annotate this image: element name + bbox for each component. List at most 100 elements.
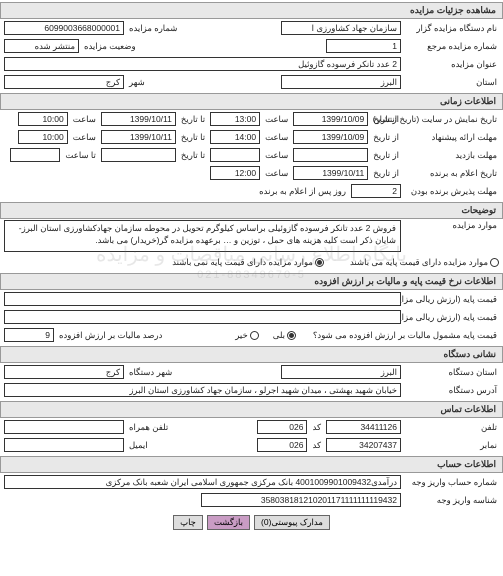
label-fax: نمابر bbox=[404, 440, 499, 451]
field-org-province[interactable]: البرز bbox=[281, 365, 401, 379]
label-email: ایمیل bbox=[127, 440, 150, 451]
field-city[interactable]: کرج bbox=[4, 75, 124, 89]
label-status: وضعیت مزایده bbox=[82, 41, 138, 52]
field-base-count[interactable] bbox=[4, 292, 401, 306]
section-place: نشانی دستگاه bbox=[0, 346, 503, 363]
label-to-2: تا تاریخ bbox=[179, 132, 207, 143]
label-vat-q: قیمت پایه مشمول مالیات بر ارزش افزوده می… bbox=[299, 330, 499, 341]
section-details: مشاهده جزئیات مزایده bbox=[0, 2, 503, 19]
section-time: اطلاعات زمانی bbox=[0, 93, 503, 110]
label-phone-code: کد bbox=[310, 422, 323, 433]
attachments-button[interactable]: مدارک پیوستی(0) bbox=[254, 515, 330, 530]
label-announce: تاریخ اعلام به برنده bbox=[404, 168, 499, 179]
field-site-from-hour[interactable]: 13:00 bbox=[210, 112, 260, 126]
field-deposit-acc[interactable]: درآمدی4001009901009432 بانک مرکزی جمهوری… bbox=[4, 475, 401, 489]
field-auction-no[interactable]: 6099003668000001 bbox=[4, 21, 124, 35]
radio-has-base[interactable]: موارد مزایده دارای قیمت پایه می باشند bbox=[350, 257, 499, 268]
field-title[interactable]: 2 عدد تانکر فرسوده گازوئیل bbox=[4, 57, 401, 71]
field-offer-from-hour[interactable]: 14:00 bbox=[210, 130, 260, 144]
field-mobile[interactable] bbox=[4, 420, 124, 434]
field-status[interactable]: منتشر شده bbox=[4, 39, 79, 53]
label-org-name: نام دستگاه مزایده گزار bbox=[404, 23, 499, 34]
label-province: استان bbox=[404, 77, 499, 88]
field-visit-to-hour[interactable] bbox=[10, 148, 60, 162]
field-visit-to-date[interactable] bbox=[101, 148, 176, 162]
field-phone-code[interactable]: 026 bbox=[257, 420, 307, 434]
label-from-2: از تاریخ bbox=[371, 132, 401, 143]
field-phone[interactable]: 34411126 bbox=[326, 420, 401, 434]
field-offer-to-date[interactable]: 1399/10/11 bbox=[101, 130, 176, 144]
field-org-city[interactable]: کرج bbox=[4, 365, 124, 379]
section-account: اطلاعات حساب bbox=[0, 456, 503, 473]
field-fax[interactable]: 34207437 bbox=[326, 438, 401, 452]
label-hour-6: ساعت bbox=[263, 168, 290, 179]
field-offer-from-date[interactable]: 1399/10/09 bbox=[293, 130, 368, 144]
label-hour-5: ساعت bbox=[263, 150, 290, 161]
radio-icon bbox=[287, 331, 296, 340]
label-vat-rate: درصد مالیات بر ارزش افزوده bbox=[57, 330, 164, 341]
label-city: شهر bbox=[127, 77, 147, 88]
section-contact: اطلاعات تماس bbox=[0, 401, 503, 418]
label-base-word: قیمت پایه (ارزش ریالی مزایده) به حروف bbox=[404, 312, 499, 323]
field-description[interactable]: فروش 2 عدد تانکر فرسوده گازوئیلی براساس … bbox=[4, 220, 401, 252]
label-offer-deadline: مهلت ارائه پیشنهاد bbox=[404, 132, 499, 143]
label-visit-deadline: مهلت بازدید bbox=[404, 150, 499, 161]
label-hour-1: ساعت bbox=[263, 114, 290, 125]
label-base-count: قیمت پایه (ارزش ریالی مزایده) به عدد bbox=[404, 294, 499, 305]
field-visit-from-hour[interactable] bbox=[210, 148, 260, 162]
field-accept-days[interactable]: 2 bbox=[351, 184, 401, 198]
radio-yes-label: بلی bbox=[273, 330, 285, 341]
field-visit-from-date[interactable] bbox=[293, 148, 368, 162]
label-phone: تلفن bbox=[404, 422, 499, 433]
label-days-after: روز پس از اعلام به برنده bbox=[257, 186, 348, 197]
field-province[interactable]: البرز bbox=[281, 75, 401, 89]
radio-icon bbox=[250, 331, 259, 340]
field-fax-code[interactable]: 026 bbox=[257, 438, 307, 452]
field-offer-to-hour[interactable]: 10:00 bbox=[18, 130, 68, 144]
radio-icon bbox=[490, 258, 499, 267]
field-base-word[interactable] bbox=[4, 310, 401, 324]
field-site-from-date[interactable]: 1399/10/09 bbox=[293, 112, 368, 126]
label-from-4: از تاریخ bbox=[371, 168, 401, 179]
section-desc: توضیحات bbox=[0, 202, 503, 219]
field-announce-hour[interactable]: 12:00 bbox=[210, 166, 260, 180]
field-org-address[interactable]: خیابان شهید بهشتی ، میدان شهید اجرلو ، س… bbox=[4, 383, 401, 397]
field-site-to-date[interactable]: 1399/10/11 bbox=[101, 112, 176, 126]
label-accept: مهلت پذیرش برنده بودن bbox=[404, 186, 499, 197]
label-desc: موارد مزایده bbox=[404, 220, 499, 231]
field-vat-rate[interactable]: 9 bbox=[4, 328, 54, 342]
field-email[interactable] bbox=[4, 438, 124, 452]
label-hour-4: ساعت bbox=[71, 132, 98, 143]
label-fax-code: کد bbox=[310, 440, 323, 451]
label-hour-2: ساعت bbox=[71, 114, 98, 125]
label-to-1: تا تاریخ bbox=[179, 114, 207, 125]
label-ref-no: شماره مزایده مرجع bbox=[404, 41, 499, 52]
radio-vat-no[interactable]: خیر bbox=[235, 330, 259, 341]
field-org-name[interactable]: سازمان جهاد کشاورزی ا bbox=[281, 21, 401, 35]
radio-no-base-label: موارد مزایده دارای قیمت پایه نمی باشند bbox=[172, 257, 313, 268]
field-ref-no[interactable]: 1 bbox=[326, 39, 401, 53]
label-org-address: آدرس دستگاه bbox=[404, 385, 499, 396]
label-from-3: از تاریخ bbox=[371, 150, 401, 161]
label-site-display: تاریخ نمایش در سایت (تاریخ انتشار) bbox=[404, 114, 499, 125]
radio-no-base[interactable]: موارد مزایده دارای قیمت پایه نمی باشند bbox=[172, 257, 324, 268]
radio-vat-yes[interactable]: بلی bbox=[273, 330, 296, 341]
back-button[interactable]: بازگشت bbox=[207, 515, 250, 530]
field-announce-date[interactable]: 1399/10/11 bbox=[293, 166, 368, 180]
field-site-to-hour[interactable]: 10:00 bbox=[18, 112, 68, 126]
label-deposit-id: شناسه واریز وجه bbox=[404, 495, 499, 506]
label-mobile: تلفن همراه bbox=[127, 422, 170, 433]
radio-has-base-label: موارد مزایده دارای قیمت پایه می باشند bbox=[350, 257, 488, 268]
radio-no-label: خیر bbox=[235, 330, 248, 341]
print-button[interactable]: چاپ bbox=[173, 515, 203, 530]
label-to-hour-1: تا ساعت bbox=[63, 150, 97, 161]
footer: مدارک پیوستی(0) بازگشت چاپ bbox=[0, 512, 503, 533]
label-title: عنوان مزایده bbox=[404, 59, 499, 70]
field-deposit-id[interactable]: 358038181210201171111111119432 bbox=[201, 493, 401, 507]
label-auction-no: شماره مزایده bbox=[127, 23, 179, 34]
label-from-1: از تاریخ bbox=[371, 114, 401, 125]
label-org-city: شهر دستگاه bbox=[127, 367, 174, 378]
label-deposit-acc: شماره حساب واریز وجه bbox=[404, 477, 499, 488]
label-hour-3: ساعت bbox=[263, 132, 290, 143]
section-price: اطلاعات نرخ قیمت پایه و مالیات بر ارزش ا… bbox=[0, 273, 503, 290]
